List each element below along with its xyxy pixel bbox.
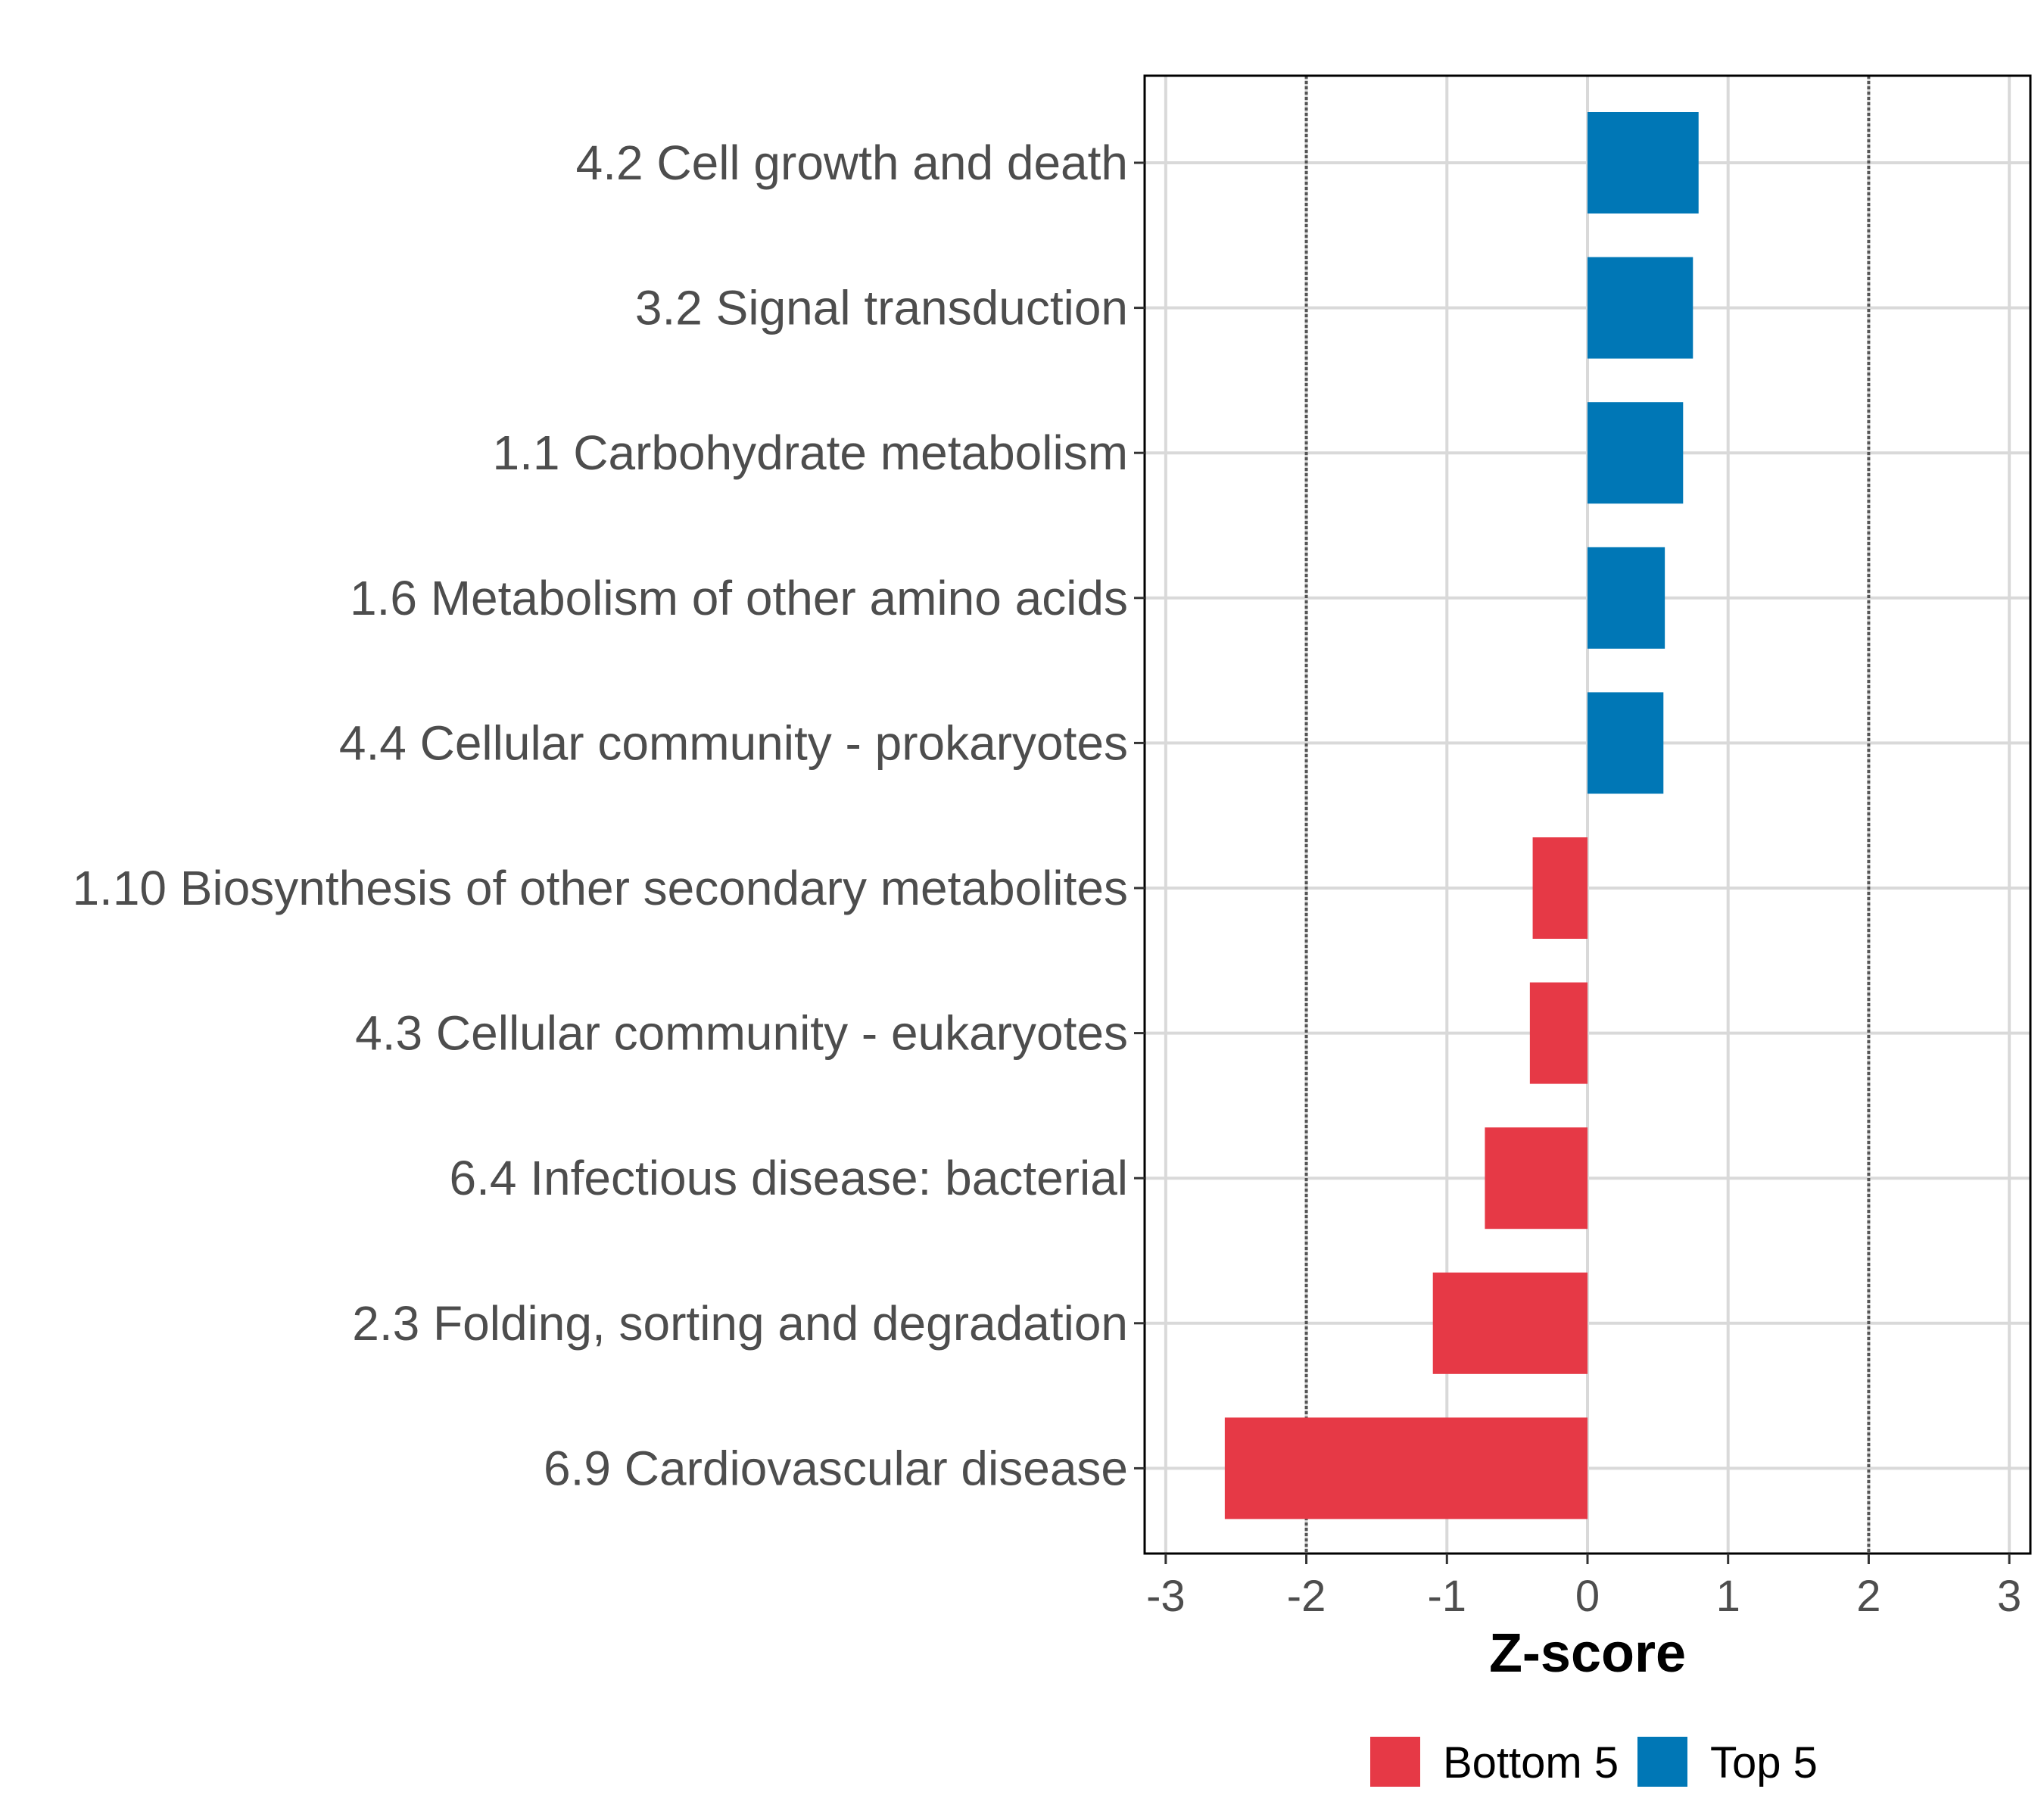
x-tick-label-0: -3: [1146, 1572, 1186, 1621]
x-tick-label-4: 1: [1716, 1572, 1740, 1621]
category-label-2: 1.1 Carbohydrate metabolism: [492, 425, 1128, 480]
category-label-1: 3.2 Signal transduction: [635, 281, 1128, 335]
bar-6: [1529, 982, 1588, 1084]
x-axis-title: Z-score: [1489, 1623, 1686, 1684]
bar-3: [1588, 547, 1665, 649]
x-tick-label-1: -2: [1287, 1572, 1326, 1621]
legend-swatch-1: [1637, 1737, 1687, 1787]
bar-4: [1588, 692, 1664, 794]
y-axis: 4.2 Cell growth and death 3.2 Signal tran…: [72, 136, 1145, 1495]
legend-label-0: Bottom 5: [1443, 1738, 1619, 1787]
bar-0: [1588, 112, 1699, 213]
reference-lines: [1304, 76, 1871, 1554]
legend-swatch-0: [1370, 1737, 1420, 1787]
category-label-0: 4.2 Cell growth and death: [576, 136, 1128, 190]
category-label-7: 6.4 Infectious disease: bacterial: [449, 1151, 1128, 1205]
legend-label-1: Top 5: [1710, 1738, 1818, 1787]
bar-8: [1432, 1272, 1588, 1374]
x-tick-label-5: 2: [1856, 1572, 1880, 1621]
category-label-6: 4.3 Cellular community - eukaryotes: [355, 1006, 1128, 1061]
bars: [1224, 112, 1699, 1519]
category-label-3: 1.6 Metabolism of other amino acids: [350, 571, 1128, 625]
bar-1: [1588, 257, 1693, 359]
x-tick-label-3: 0: [1575, 1572, 1600, 1621]
category-label-9: 6.9 Cardiovascular disease: [544, 1441, 1128, 1495]
category-label-4: 4.4 Cellular community - prokaryotes: [339, 715, 1128, 770]
x-tick-label-6: 3: [1997, 1572, 2021, 1621]
bar-9: [1224, 1417, 1588, 1519]
bar-5: [1532, 837, 1588, 939]
bar-7: [1485, 1127, 1588, 1230]
x-axis: -3 -2 -1 0 1 2 3: [1146, 1554, 2021, 1621]
bar-2: [1588, 402, 1684, 504]
category-label-5: 1.10 Biosynthesis of other secondary met…: [72, 861, 1128, 915]
x-tick-label-2: -1: [1427, 1572, 1466, 1621]
category-label-8: 2.3 Folding, sorting and degradation: [352, 1296, 1128, 1351]
legend: Bottom 5 Top 5: [1370, 1737, 1818, 1787]
